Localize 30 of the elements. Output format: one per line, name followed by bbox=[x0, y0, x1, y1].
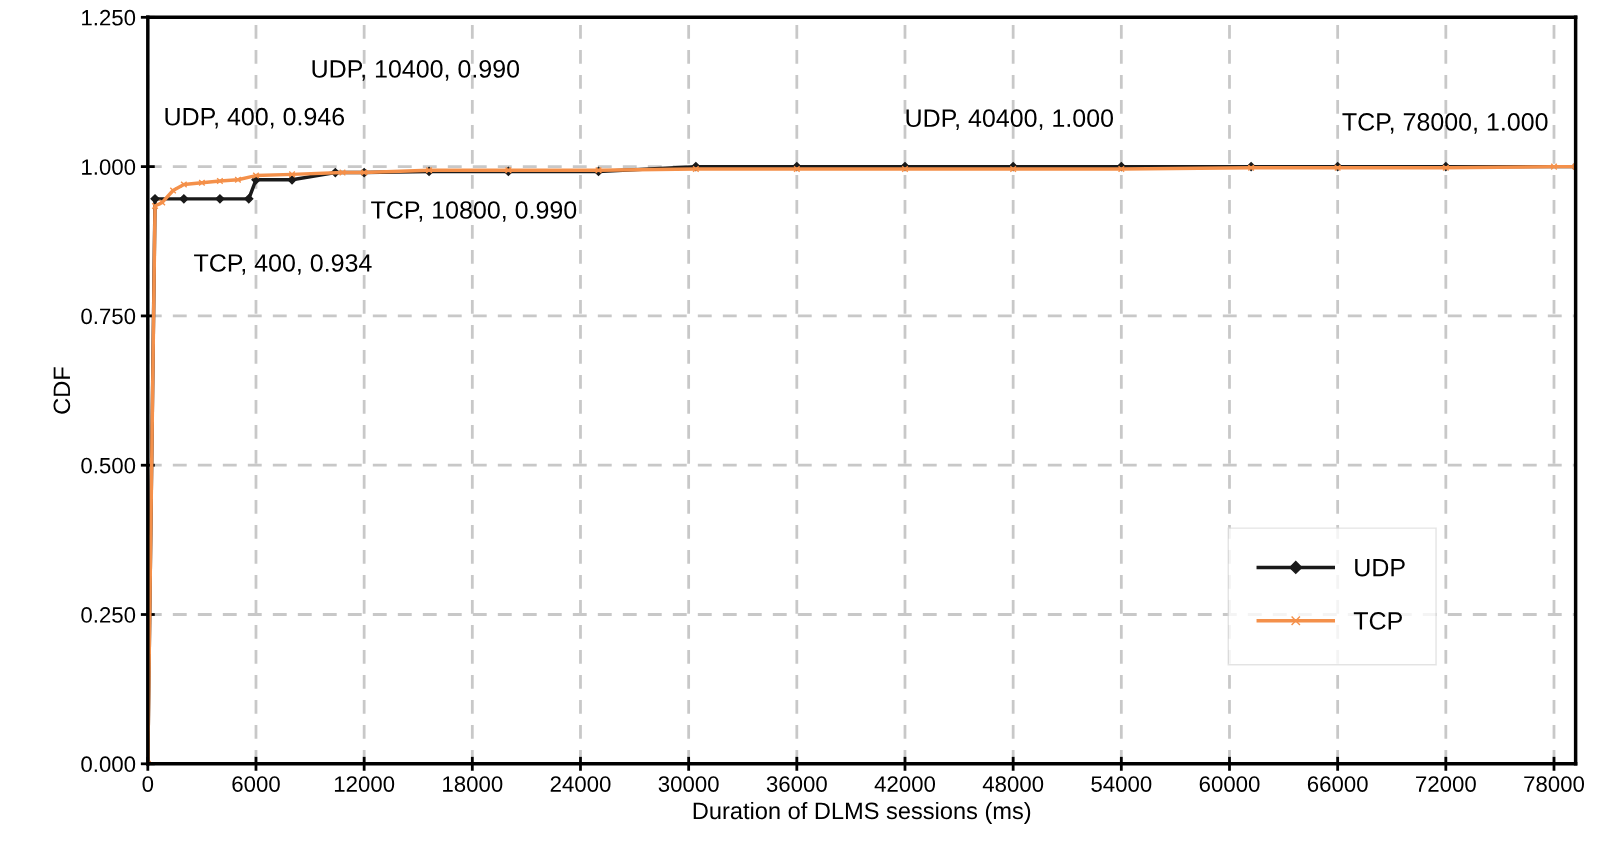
annotation: UDP, 40400, 1.000 bbox=[906, 109, 1114, 130]
x-tick-label: 60000 bbox=[1199, 776, 1260, 792]
y-tick-label: 1.000 bbox=[82, 159, 136, 175]
y-tick-label: 1.250 bbox=[82, 9, 136, 26]
y-tick-label: 0.500 bbox=[81, 457, 136, 474]
annotation: TCP, 78000, 1.000 bbox=[1342, 113, 1548, 134]
x-tick-label: 30000 bbox=[658, 776, 719, 792]
legend-label: UDP bbox=[1355, 559, 1405, 577]
x-tick-label: 54000 bbox=[1091, 776, 1152, 792]
x-tick-label: 78000 bbox=[1524, 776, 1585, 792]
annotation: UDP, 10400, 0.990 bbox=[312, 60, 520, 81]
x-tick-label: 12000 bbox=[334, 776, 395, 792]
annotation: TCP, 10800, 0.990 bbox=[371, 201, 577, 222]
legend-label: TCP bbox=[1353, 612, 1402, 630]
x-tick-label: 0 bbox=[142, 776, 154, 792]
x-tick-label: 66000 bbox=[1307, 776, 1368, 792]
y-tick-label: 0.750 bbox=[81, 308, 136, 325]
x-tick-label: 6000 bbox=[232, 776, 280, 792]
x-tick-label: 24000 bbox=[550, 776, 611, 792]
x-axis-title: Duration of DLMS sessions (ms) bbox=[693, 801, 1031, 824]
y-axis-title: CDF bbox=[53, 367, 71, 414]
x-tick-label: 72000 bbox=[1416, 776, 1476, 792]
x-tick-label: 48000 bbox=[982, 776, 1044, 792]
annotation: TCP, 400, 0.934 bbox=[194, 254, 372, 275]
annotation: UDP, 400, 0.946 bbox=[165, 107, 345, 129]
x-tick-label: 42000 bbox=[874, 776, 936, 792]
x-tick-label: 18000 bbox=[443, 776, 503, 792]
y-tick-label: 0.000 bbox=[81, 756, 136, 773]
y-tick-label: 0.250 bbox=[81, 607, 136, 623]
x-tick-label: 36000 bbox=[766, 776, 827, 792]
